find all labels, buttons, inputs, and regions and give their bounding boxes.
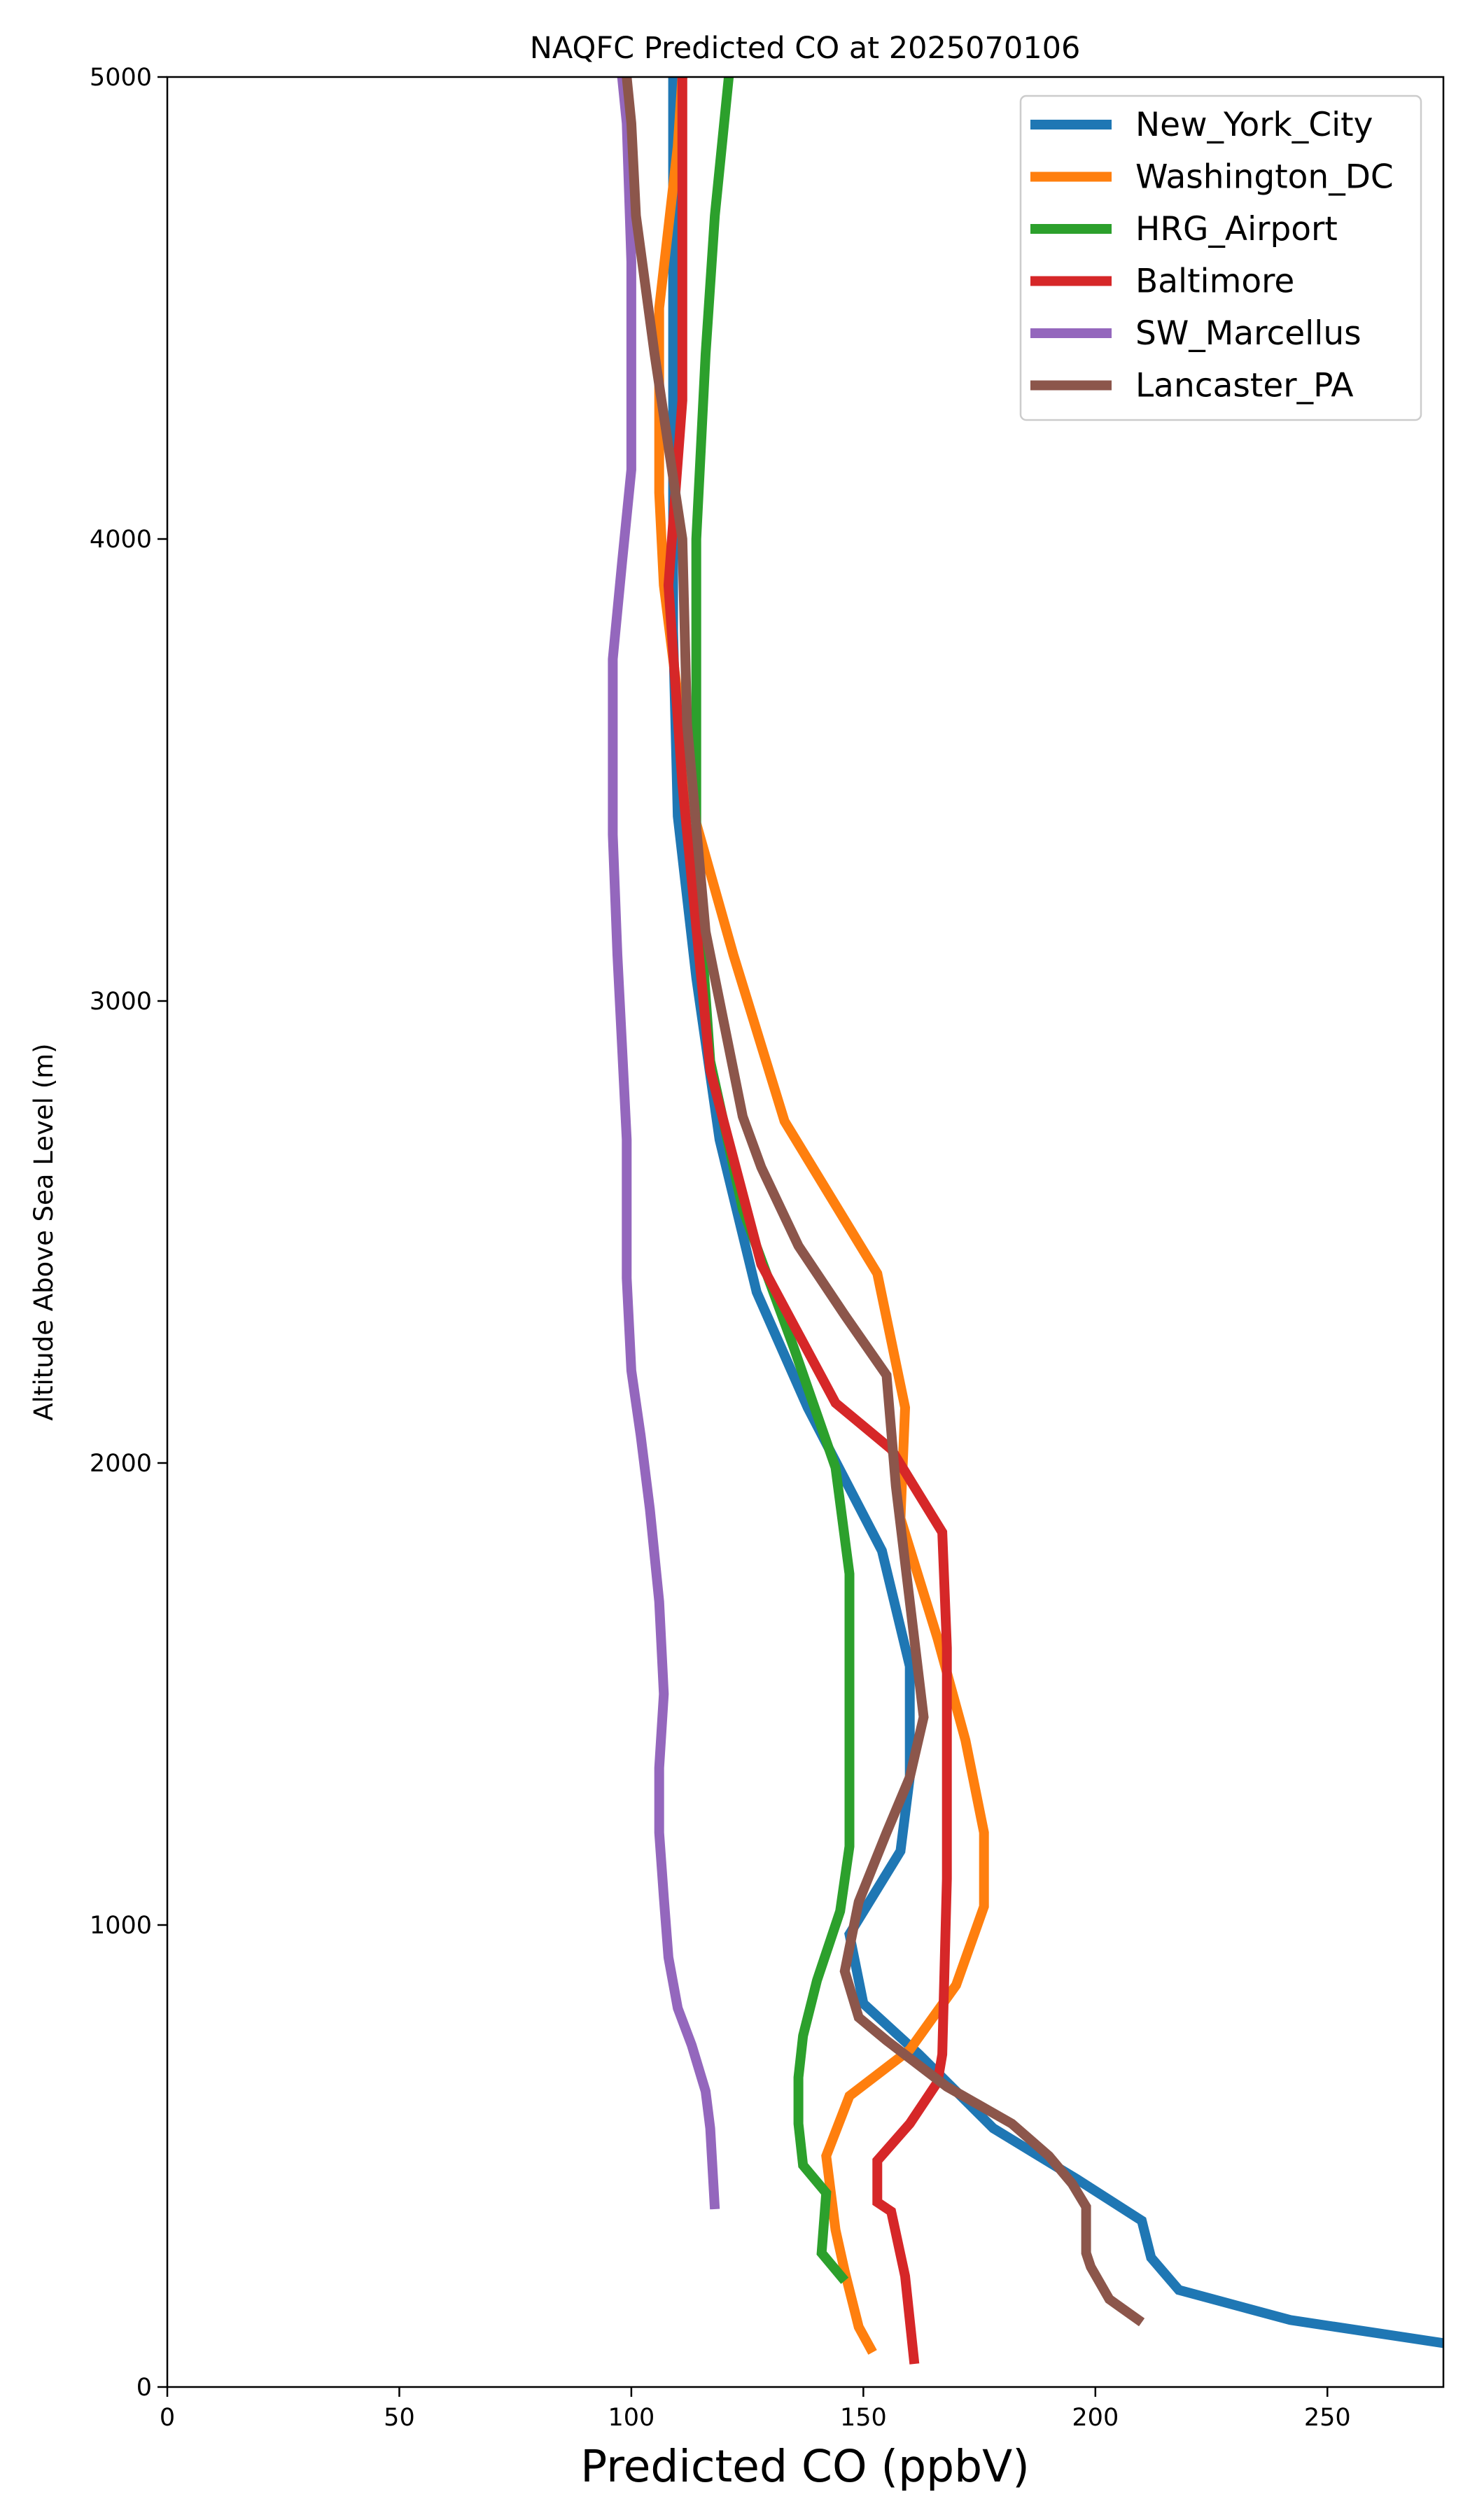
series-line-sw-marcellus (608, 77, 720, 2210)
series-line-lancaster-pa (622, 77, 1145, 2327)
chart-title: NAQFC Predicted CO at 2025070106 (530, 31, 1081, 66)
axes-frame (166, 76, 1445, 2388)
legend: New_York_City Washington_DC HRG_Airport Bal… (1019, 94, 1422, 421)
x-tick-label: 100 (608, 2404, 655, 2432)
x-tick-label: 150 (840, 2404, 887, 2432)
legend-entries: New_York_City Washington_DC HRG_Airport Bal… (1030, 106, 1394, 405)
legend-label: Lancaster_PA (1135, 367, 1354, 405)
x-axis-label: Predicted CO (ppbV) (580, 2441, 1030, 2492)
series-line-washington-dc (654, 77, 989, 2355)
x-tick-label: 50 (384, 2404, 415, 2432)
legend-label: Baltimore (1135, 262, 1294, 301)
series-line-hrg-airport (691, 77, 855, 2284)
x-tick-label: 250 (1304, 2404, 1351, 2432)
x-tick-label: 200 (1072, 2404, 1119, 2432)
y-axis-label: Altitude Above Sea Level (m) (29, 1043, 59, 1420)
legend-box (1019, 94, 1422, 421)
y-tick-label: 4000 (90, 526, 152, 554)
legend-label: New_York_City (1135, 106, 1373, 144)
y-tick-label: 5000 (90, 64, 152, 92)
y-tick-label: 3000 (90, 988, 152, 1016)
legend-label: Washington_DC (1135, 158, 1394, 197)
y-tick-label: 2000 (90, 1450, 152, 1478)
series-layer (608, 77, 1443, 2365)
x-tick-label: 0 (160, 2404, 175, 2432)
x-axis-ticks: 0 50 100 150 200 250 (160, 2387, 1351, 2432)
y-axis-ticks: 0 1000 2000 3000 4000 5000 (90, 64, 167, 2402)
y-tick-label: 1000 (90, 1912, 152, 1940)
series-line-baltimore (663, 77, 952, 2365)
plot-area (608, 77, 1443, 2365)
legend-label: SW_Marcellus (1135, 314, 1362, 353)
legend-label: HRG_Airport (1135, 210, 1338, 248)
y-tick-label: 0 (136, 2374, 152, 2402)
